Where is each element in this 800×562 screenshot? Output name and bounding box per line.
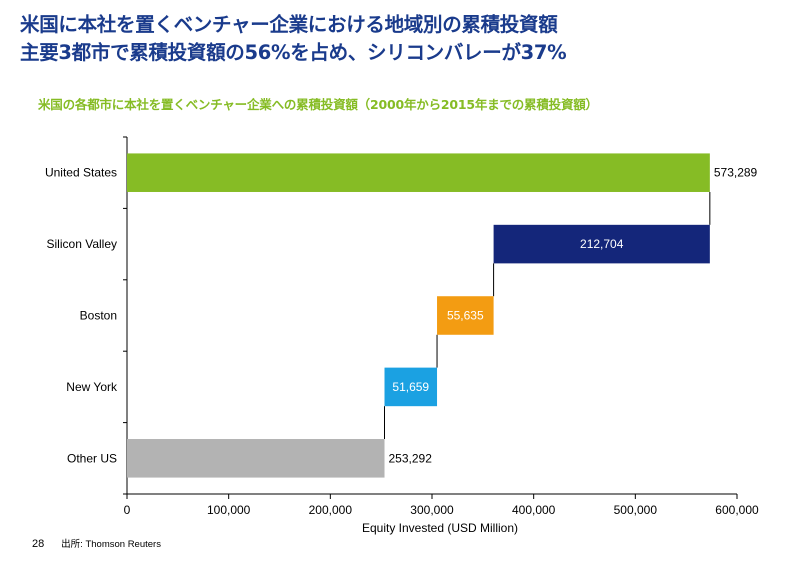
data-label: 55,635	[447, 309, 484, 323]
bar-other-us	[127, 439, 385, 478]
category-label: New York	[66, 380, 118, 394]
footer: 28 出所: Thomson Reuters	[32, 536, 161, 550]
headline-line-1: 米国に本社を置くベンチャー企業における地域別の累積投資額	[20, 13, 558, 36]
bar-silicon-valley	[493, 224, 710, 264]
x-tick-label: 300,000	[410, 503, 454, 517]
source-note: 出所: Thomson Reuters	[61, 539, 161, 550]
x-axis-title: Equity Invested (USD Million)	[362, 521, 518, 535]
data-label: 573,289	[714, 166, 758, 180]
chart-title: 米国の各都市に本社を置くベンチャー企業への累積投資額（2000年から2015年ま…	[38, 97, 598, 112]
x-tick-label: 600,000	[715, 503, 759, 517]
x-tick-label: 400,000	[512, 503, 556, 517]
data-label: 212,704	[580, 237, 624, 251]
headline-line-2: 主要3都市で累積投資額の56%を占め、シリコンバレーが37%	[20, 41, 567, 64]
page-number: 28	[32, 538, 45, 550]
x-tick-label: 200,000	[309, 503, 353, 517]
category-label: Silicon Valley	[47, 237, 117, 251]
x-tick-label: 500,000	[614, 503, 658, 517]
category-label: United States	[45, 166, 117, 180]
category-label: Boston	[80, 309, 117, 323]
bar-boston	[437, 296, 494, 335]
category-label: Other US	[67, 451, 117, 465]
bar-united-states	[127, 153, 710, 192]
x-tick-label: 100,000	[207, 503, 251, 517]
bar-new-york	[384, 367, 438, 407]
data-label: 253,292	[389, 451, 433, 465]
data-label: 51,659	[392, 380, 429, 394]
x-tick-label: 0	[124, 503, 131, 517]
